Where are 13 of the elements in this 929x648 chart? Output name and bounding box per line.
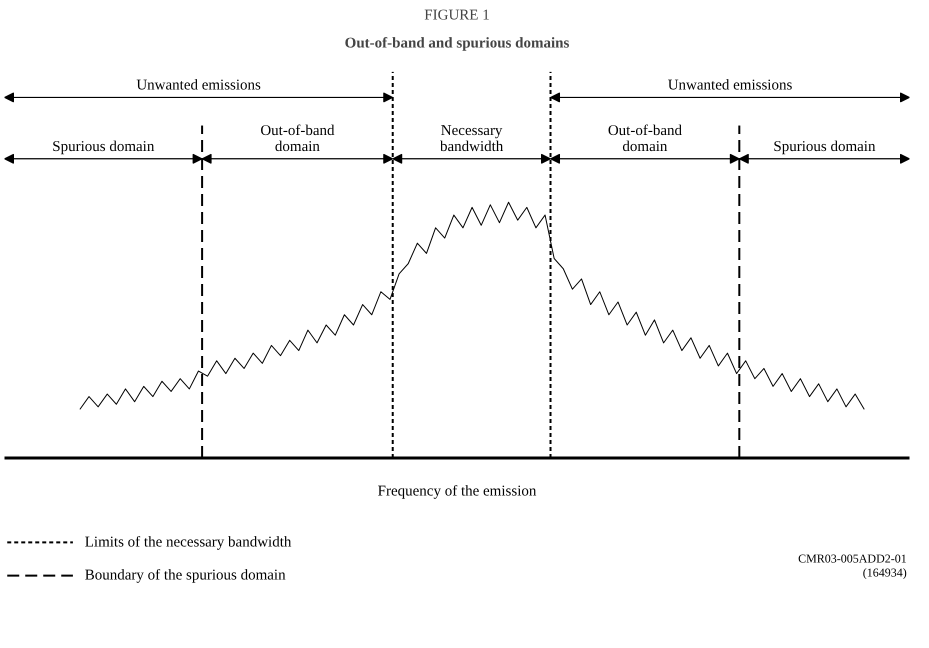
- text: Spurious domain: [773, 138, 876, 155]
- x-axis-title: Frequency of the emission: [378, 484, 537, 500]
- text: Unwanted emissions: [668, 78, 792, 94]
- text: Limits of the necessary bandwidth: [84, 534, 292, 550]
- text: CMR03-005ADD2-01 (164934): [798, 551, 907, 580]
- text: Out-of-band domain: [608, 122, 682, 155]
- chart-subtitle: Out-of-band and spurious domains: [344, 36, 570, 52]
- text: Spurious domain: [52, 138, 155, 155]
- text: Necessary bandwidth: [440, 122, 504, 155]
- text: Unwanted emissions: [136, 78, 262, 94]
- text: Boundary of the spurious domain: [84, 568, 286, 584]
- text: Out-of-band domain: [260, 122, 335, 155]
- chart-title: FIGURE 1: [424, 8, 490, 24]
